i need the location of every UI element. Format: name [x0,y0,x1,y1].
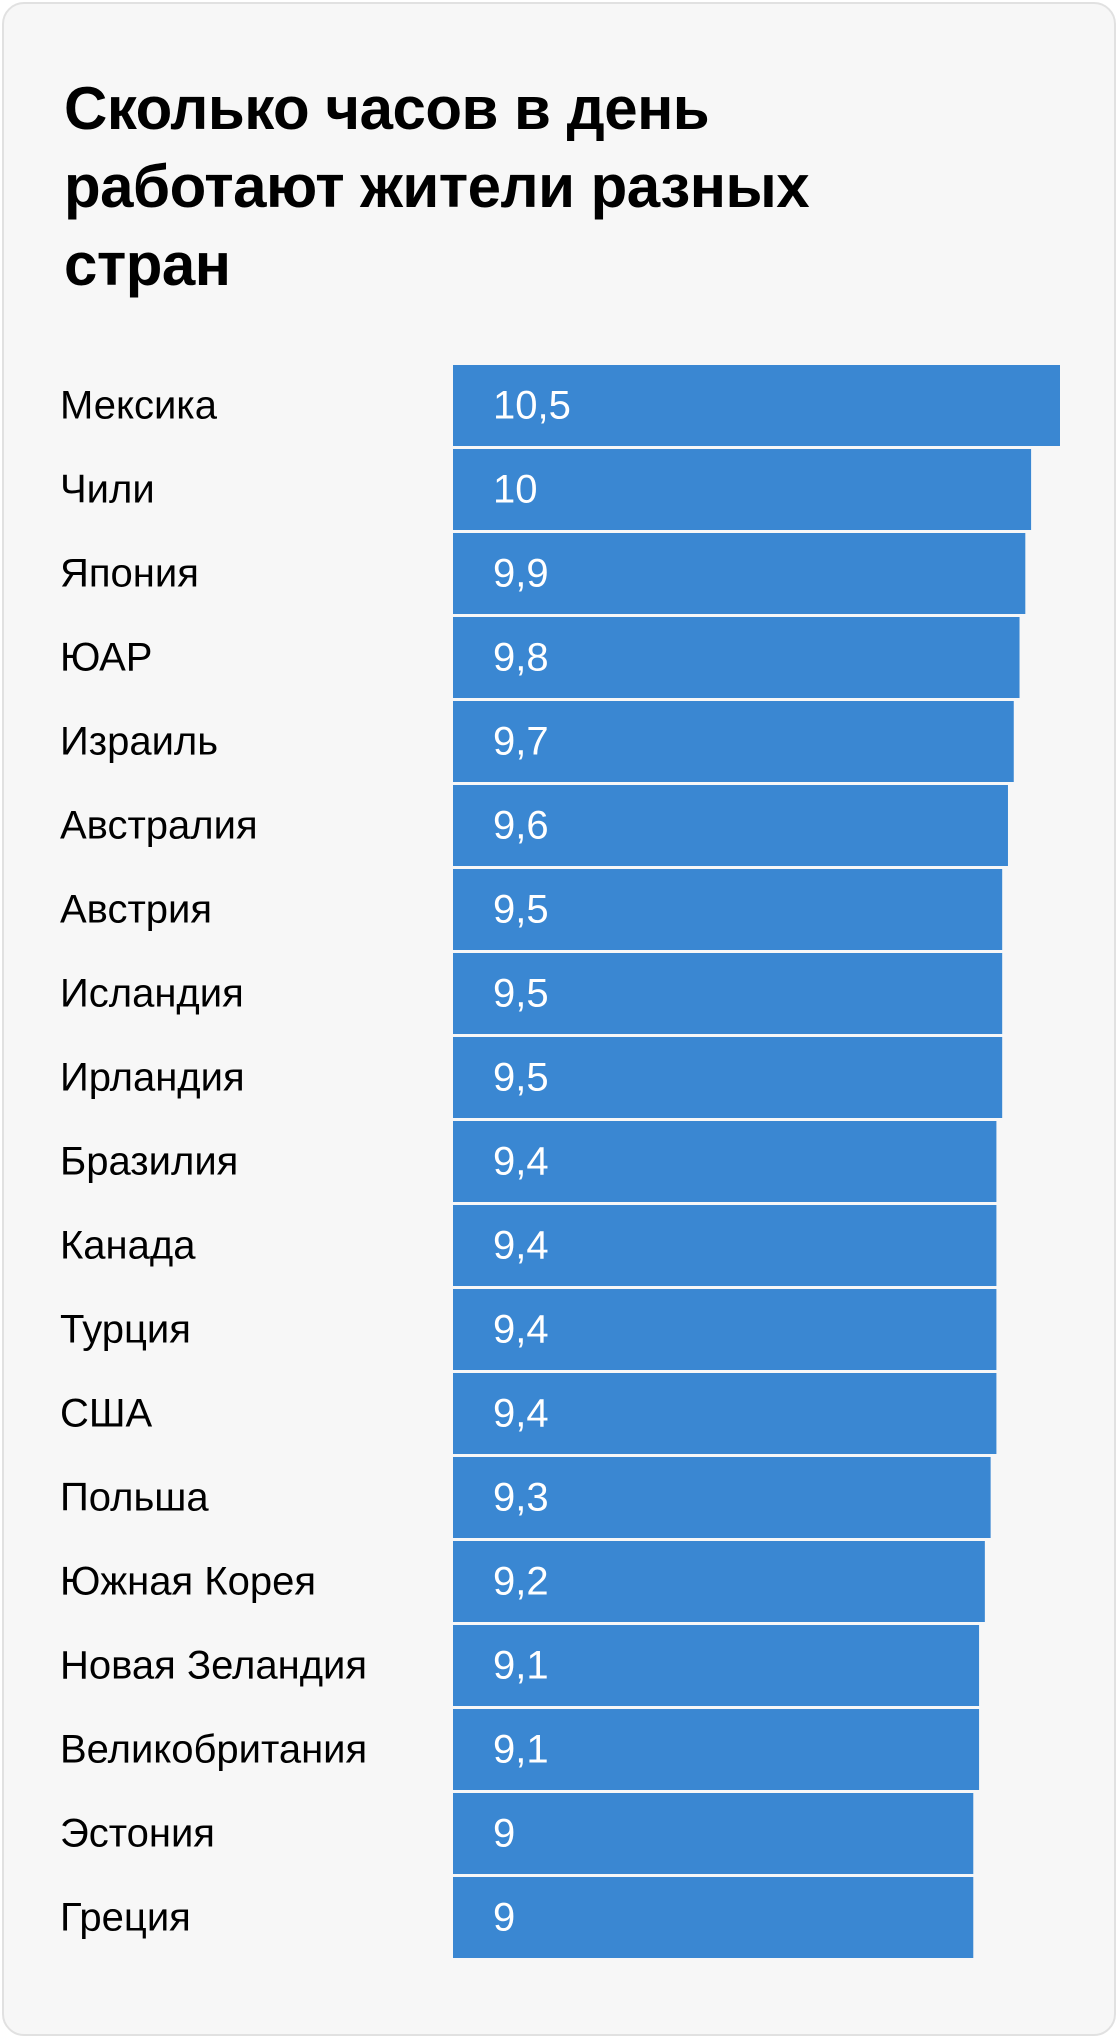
bar [453,449,1032,530]
value-label: 9,1 [493,1728,549,1772]
bar [453,1121,997,1202]
category-label: США [60,1392,153,1436]
value-label: 9,4 [493,1392,549,1436]
value-label: 9,6 [493,804,549,848]
category-label: Мексика [60,384,218,428]
category-label: Польша [60,1476,209,1520]
value-label: 9,4 [493,1224,549,1268]
value-label: 10,5 [493,384,571,428]
value-label: 9,9 [493,552,549,596]
bar [453,365,1060,446]
category-label: Канада [60,1224,196,1268]
value-label: 9,8 [493,636,549,680]
bar [453,1373,997,1454]
value-label: 9,7 [493,720,549,764]
bar [453,1877,974,1958]
bar-row: Мексика 10,5 [60,365,1060,446]
category-label: Великобритания [60,1728,367,1772]
bar [453,617,1020,698]
bar-row: США 9,4 [60,1373,997,1454]
category-label: Турция [60,1308,191,1352]
bar-row: Бразилия 9,4 [60,1121,997,1202]
value-label: 9,5 [493,888,549,932]
category-label: Бразилия [60,1140,238,1184]
value-label: 9,5 [493,972,549,1016]
category-label: Южная Корея [60,1560,316,1604]
category-label: Австрия [60,888,212,932]
bar-row: Южная Корея 9,2 [60,1541,985,1622]
bar [453,1037,1003,1118]
bar [453,1457,991,1538]
bar-row: Австралия 9,6 [60,785,1008,866]
value-label: 9,4 [493,1140,549,1184]
category-label: Новая Зеландия [60,1644,367,1688]
value-label: 9,1 [493,1644,549,1688]
bar-row: Турция 9,4 [60,1289,997,1370]
bar-row: Япония 9,9 [60,533,1026,614]
bar [453,1289,997,1370]
category-label: Греция [60,1896,191,1940]
bar-row: ЮАР 9,8 [60,617,1020,698]
bar [453,1541,985,1622]
value-label: 9,4 [493,1308,549,1352]
bar [453,1793,974,1874]
value-label: 9,5 [493,1056,549,1100]
bar-row: Австрия 9,5 [60,869,1003,950]
bar [453,785,1008,866]
value-label: 9 [493,1896,515,1940]
category-label: Япония [60,552,199,596]
bar-row: Израиль 9,7 [60,701,1014,782]
category-label: Исландия [60,972,244,1016]
bar-row: Великобритания 9,1 [60,1709,980,1790]
bar [453,1709,980,1790]
bar [453,701,1014,782]
bar [453,953,1003,1034]
bar-row: Канада 9,4 [60,1205,997,1286]
bar [453,869,1003,950]
bar-row: Польша 9,3 [60,1457,991,1538]
bar [453,1205,997,1286]
category-label: Ирландия [60,1056,245,1100]
bar-row: Эстония 9 [60,1793,974,1874]
value-label: 10 [493,468,538,512]
category-label: ЮАР [60,636,152,680]
value-label: 9,3 [493,1476,549,1520]
category-label: Израиль [60,720,218,764]
bar [453,533,1026,614]
category-label: Эстония [60,1812,215,1856]
category-label: Австралия [60,804,258,848]
bar-row: Ирландия 9,5 [60,1037,1003,1118]
category-label: Чили [60,468,155,512]
value-label: 9 [493,1812,515,1856]
bar-row: Чили 10 [60,449,1032,530]
bar-row: Греция 9 [60,1877,974,1958]
bar [453,1625,980,1706]
bar-row: Исландия 9,5 [60,953,1003,1034]
chart-title: Сколько часов в день работают жители раз… [64,75,810,298]
bar-row: Новая Зеландия 9,1 [60,1625,980,1706]
value-label: 9,2 [493,1560,549,1604]
